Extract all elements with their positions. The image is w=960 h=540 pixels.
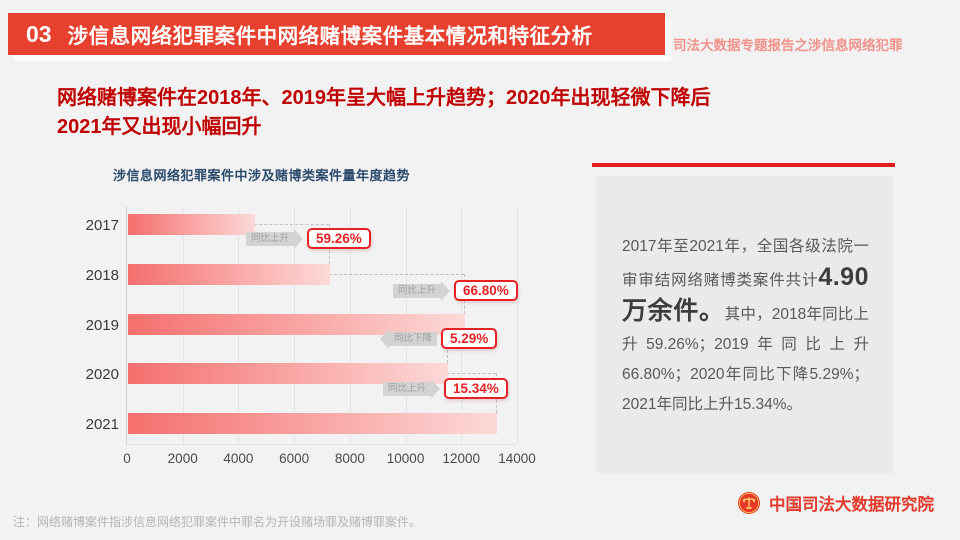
x-tick-label: 10000 bbox=[386, 451, 425, 466]
x-tick-label: 8000 bbox=[334, 451, 365, 466]
report-tagline: 司法大数据专题报告之涉信息网络犯罪 bbox=[673, 38, 903, 53]
summary-text-after: 其中，2018年同比上升59.26%；2019年同比上升66.80%；2020年… bbox=[622, 306, 869, 413]
summary-highlight-number: 4.90万余件。 bbox=[622, 263, 869, 325]
plot-area: 0 2000 4000 6000 8000 10000 12000 14000 2017 2018… bbox=[86, 207, 536, 466]
yoy-annotation: 同比上升 59.26% bbox=[246, 228, 371, 249]
yoy-annotation: 同比下降 5.29% bbox=[380, 328, 498, 349]
connector-line bbox=[254, 224, 330, 225]
bar-2018 bbox=[128, 263, 331, 285]
connector-line bbox=[446, 373, 496, 375]
x-tick-label: 0 bbox=[123, 451, 131, 466]
org-branding: 中国司法大数据研究院 bbox=[737, 491, 934, 515]
org-name: 中国司法大数据研究院 bbox=[769, 496, 934, 514]
yoy-value-badge: 15.34% bbox=[444, 378, 508, 399]
arrow-left-icon: 同比下降 bbox=[389, 331, 438, 346]
y-axis-label: 2021 bbox=[85, 416, 119, 434]
summary-text-before: 2017年至2021年，全国各级法院一审审结网络赌博类案件共计 bbox=[622, 238, 869, 289]
yoy-annotation: 同比上升 66.80% bbox=[393, 280, 518, 301]
x-tick-label: 6000 bbox=[279, 451, 310, 466]
y-axis-label: 2018 bbox=[85, 266, 119, 284]
y-axis-label: 2019 bbox=[85, 316, 119, 334]
x-tick-label: 2000 bbox=[167, 451, 198, 466]
bar-2021 bbox=[128, 413, 497, 435]
yoy-value-badge: 59.26% bbox=[307, 228, 371, 249]
summary-text: 2017年至2021年，全国各级法院一审审结网络赌博类案件共计4.90万余件。其… bbox=[622, 232, 869, 420]
section-header: 03 涉信息网络犯罪案件中网络赌博案件基本情况和特征分析 bbox=[8, 13, 665, 55]
chart-title: 涉信息网络犯罪案件中涉及赌博类案件量年度趋势 bbox=[113, 168, 411, 183]
x-tick-label: 14000 bbox=[498, 451, 536, 466]
yoy-value-badge: 66.80% bbox=[454, 280, 518, 301]
slide-headline: 网络赌博案件在2018年、2019年呈大幅上升趋势；2020年出现轻微下降后 2… bbox=[57, 87, 711, 138]
connector-line bbox=[329, 273, 465, 275]
arrow-right-icon: 同比上升 bbox=[393, 283, 442, 298]
x-tick-label: 12000 bbox=[442, 451, 481, 466]
yoy-annotation: 同比上升 15.34% bbox=[383, 378, 508, 399]
y-axis-label: 2017 bbox=[85, 217, 119, 234]
section-title: 涉信息网络犯罪案件中网络赌博案件基本情况和特征分析 bbox=[67, 25, 593, 48]
summary-panel: 2017年至2021年，全国各级法院一审审结网络赌博类案件共计4.90万余件。其… bbox=[596, 176, 893, 473]
x-tick-label: 4000 bbox=[223, 451, 254, 466]
bar-2017 bbox=[128, 214, 256, 235]
section-number: 03 bbox=[26, 20, 52, 47]
yoy-value-badge: 5.29% bbox=[441, 328, 498, 349]
panel-accent-line bbox=[592, 163, 895, 167]
gridline bbox=[517, 207, 518, 444]
arrow-right-icon: 同比上升 bbox=[383, 381, 432, 396]
footnote: 注：网络赌博案件指涉信息网络犯罪案件中罪名为开设赌场罪及赌博罪案件。 bbox=[13, 515, 422, 529]
national-emblem-icon bbox=[738, 492, 760, 514]
arrow-right-icon: 同比上升 bbox=[246, 231, 295, 246]
bar-2020 bbox=[128, 363, 448, 385]
y-axis-label: 2020 bbox=[85, 366, 119, 384]
